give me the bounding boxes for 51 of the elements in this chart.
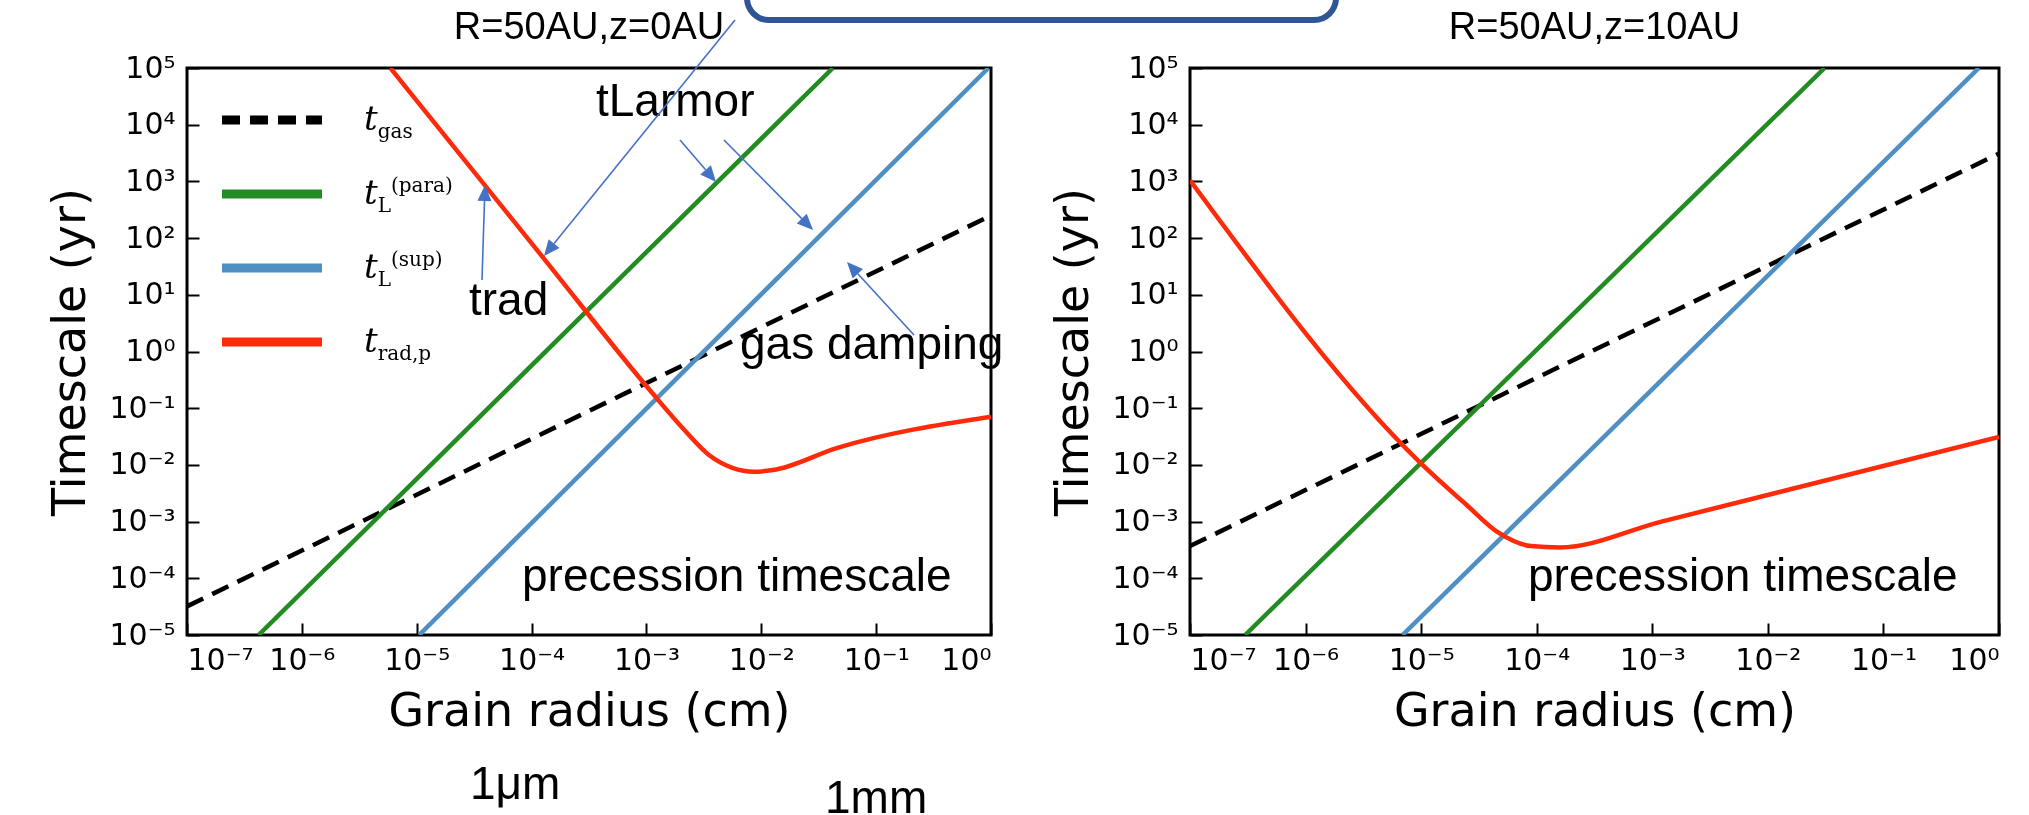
y-tick-label: 10⁻¹ [109, 389, 176, 425]
x-tick-label: 10⁻¹ [1850, 641, 1917, 677]
y-tick-label: 10⁵ [125, 49, 176, 85]
text: 1μm [470, 757, 561, 809]
y-tick-label: 10⁴ [1128, 106, 1179, 142]
y-tick-label: 10⁻⁴ [1112, 559, 1179, 595]
y-tick-label: 10⁴ [125, 106, 176, 142]
x-tick-label: 10⁻⁵ [1388, 641, 1455, 677]
y-tick-label: 10⁻¹ [1112, 389, 1179, 425]
annotation: trad [469, 273, 549, 325]
y-tick-label: 10² [125, 219, 176, 255]
x-tick-label: 10⁰ [1949, 641, 2000, 677]
annotation: precession timescale [1528, 549, 1958, 601]
y-tick-label: 10⁻⁵ [1112, 616, 1179, 652]
y-tick-label: 10³ [1128, 162, 1179, 198]
y-tick-label: 10⁻⁴ [109, 559, 176, 595]
y-tick-label: 10¹ [1128, 276, 1179, 312]
x-tick-label: 10⁻¹ [843, 641, 910, 677]
y-tick-label: 10³ [125, 162, 176, 198]
y-tick-label: 10² [1128, 219, 1179, 255]
y-axis-title: Timescale (yr) [42, 188, 97, 517]
y-tick-label: 10⁰ [1128, 333, 1179, 368]
x-tick-label: 10⁻³ [1619, 641, 1686, 677]
x-tick-label: 10⁰ [941, 641, 992, 677]
y-axis-title: Timescale (yr) [1045, 188, 1100, 517]
chart-title: R=50AU,z=0AU [453, 5, 725, 47]
x-tick-label: 10⁻⁴ [499, 641, 566, 677]
x-tick-label: 10⁻⁷ [187, 641, 254, 677]
y-tick-label: 10⁵ [1128, 49, 1179, 85]
annotation: precession timescale [522, 549, 952, 601]
y-tick-label: 10⁻³ [109, 503, 176, 539]
x-tick-label: 10⁻⁷ [1190, 641, 1257, 677]
x-axis-title: Grain radius (cm) [1393, 682, 1797, 737]
text: 1mm [825, 771, 928, 815]
x-tick-label: 10⁻² [1735, 641, 1802, 677]
chart-title: R=50AU,z=10AU [1448, 5, 1741, 47]
y-tick-label: 10⁻² [1112, 446, 1179, 482]
y-tick-label: 10⁻⁵ [109, 616, 176, 652]
y-tick-label: 10⁻³ [1112, 503, 1179, 539]
legend-label: t$_{rad,p}$ [364, 319, 432, 365]
x-tick-label: 10⁻⁶ [269, 641, 336, 677]
x-axis-title: Grain radius (cm) [388, 682, 791, 737]
x-tick-label: 10⁻⁶ [1273, 641, 1340, 677]
x-tick-label: 10⁻³ [613, 641, 680, 677]
x-tick-label: 10⁻² [728, 641, 795, 677]
x-tick-label: 10⁻⁵ [384, 641, 451, 677]
x-tick-label: 10⁻⁴ [1504, 641, 1571, 677]
y-tick-label: 10⁻² [109, 446, 176, 482]
legend-label: t$_{gas}$ [364, 97, 413, 143]
y-tick-label: 10⁰ [125, 333, 176, 368]
y-tick-label: 10¹ [125, 276, 176, 312]
